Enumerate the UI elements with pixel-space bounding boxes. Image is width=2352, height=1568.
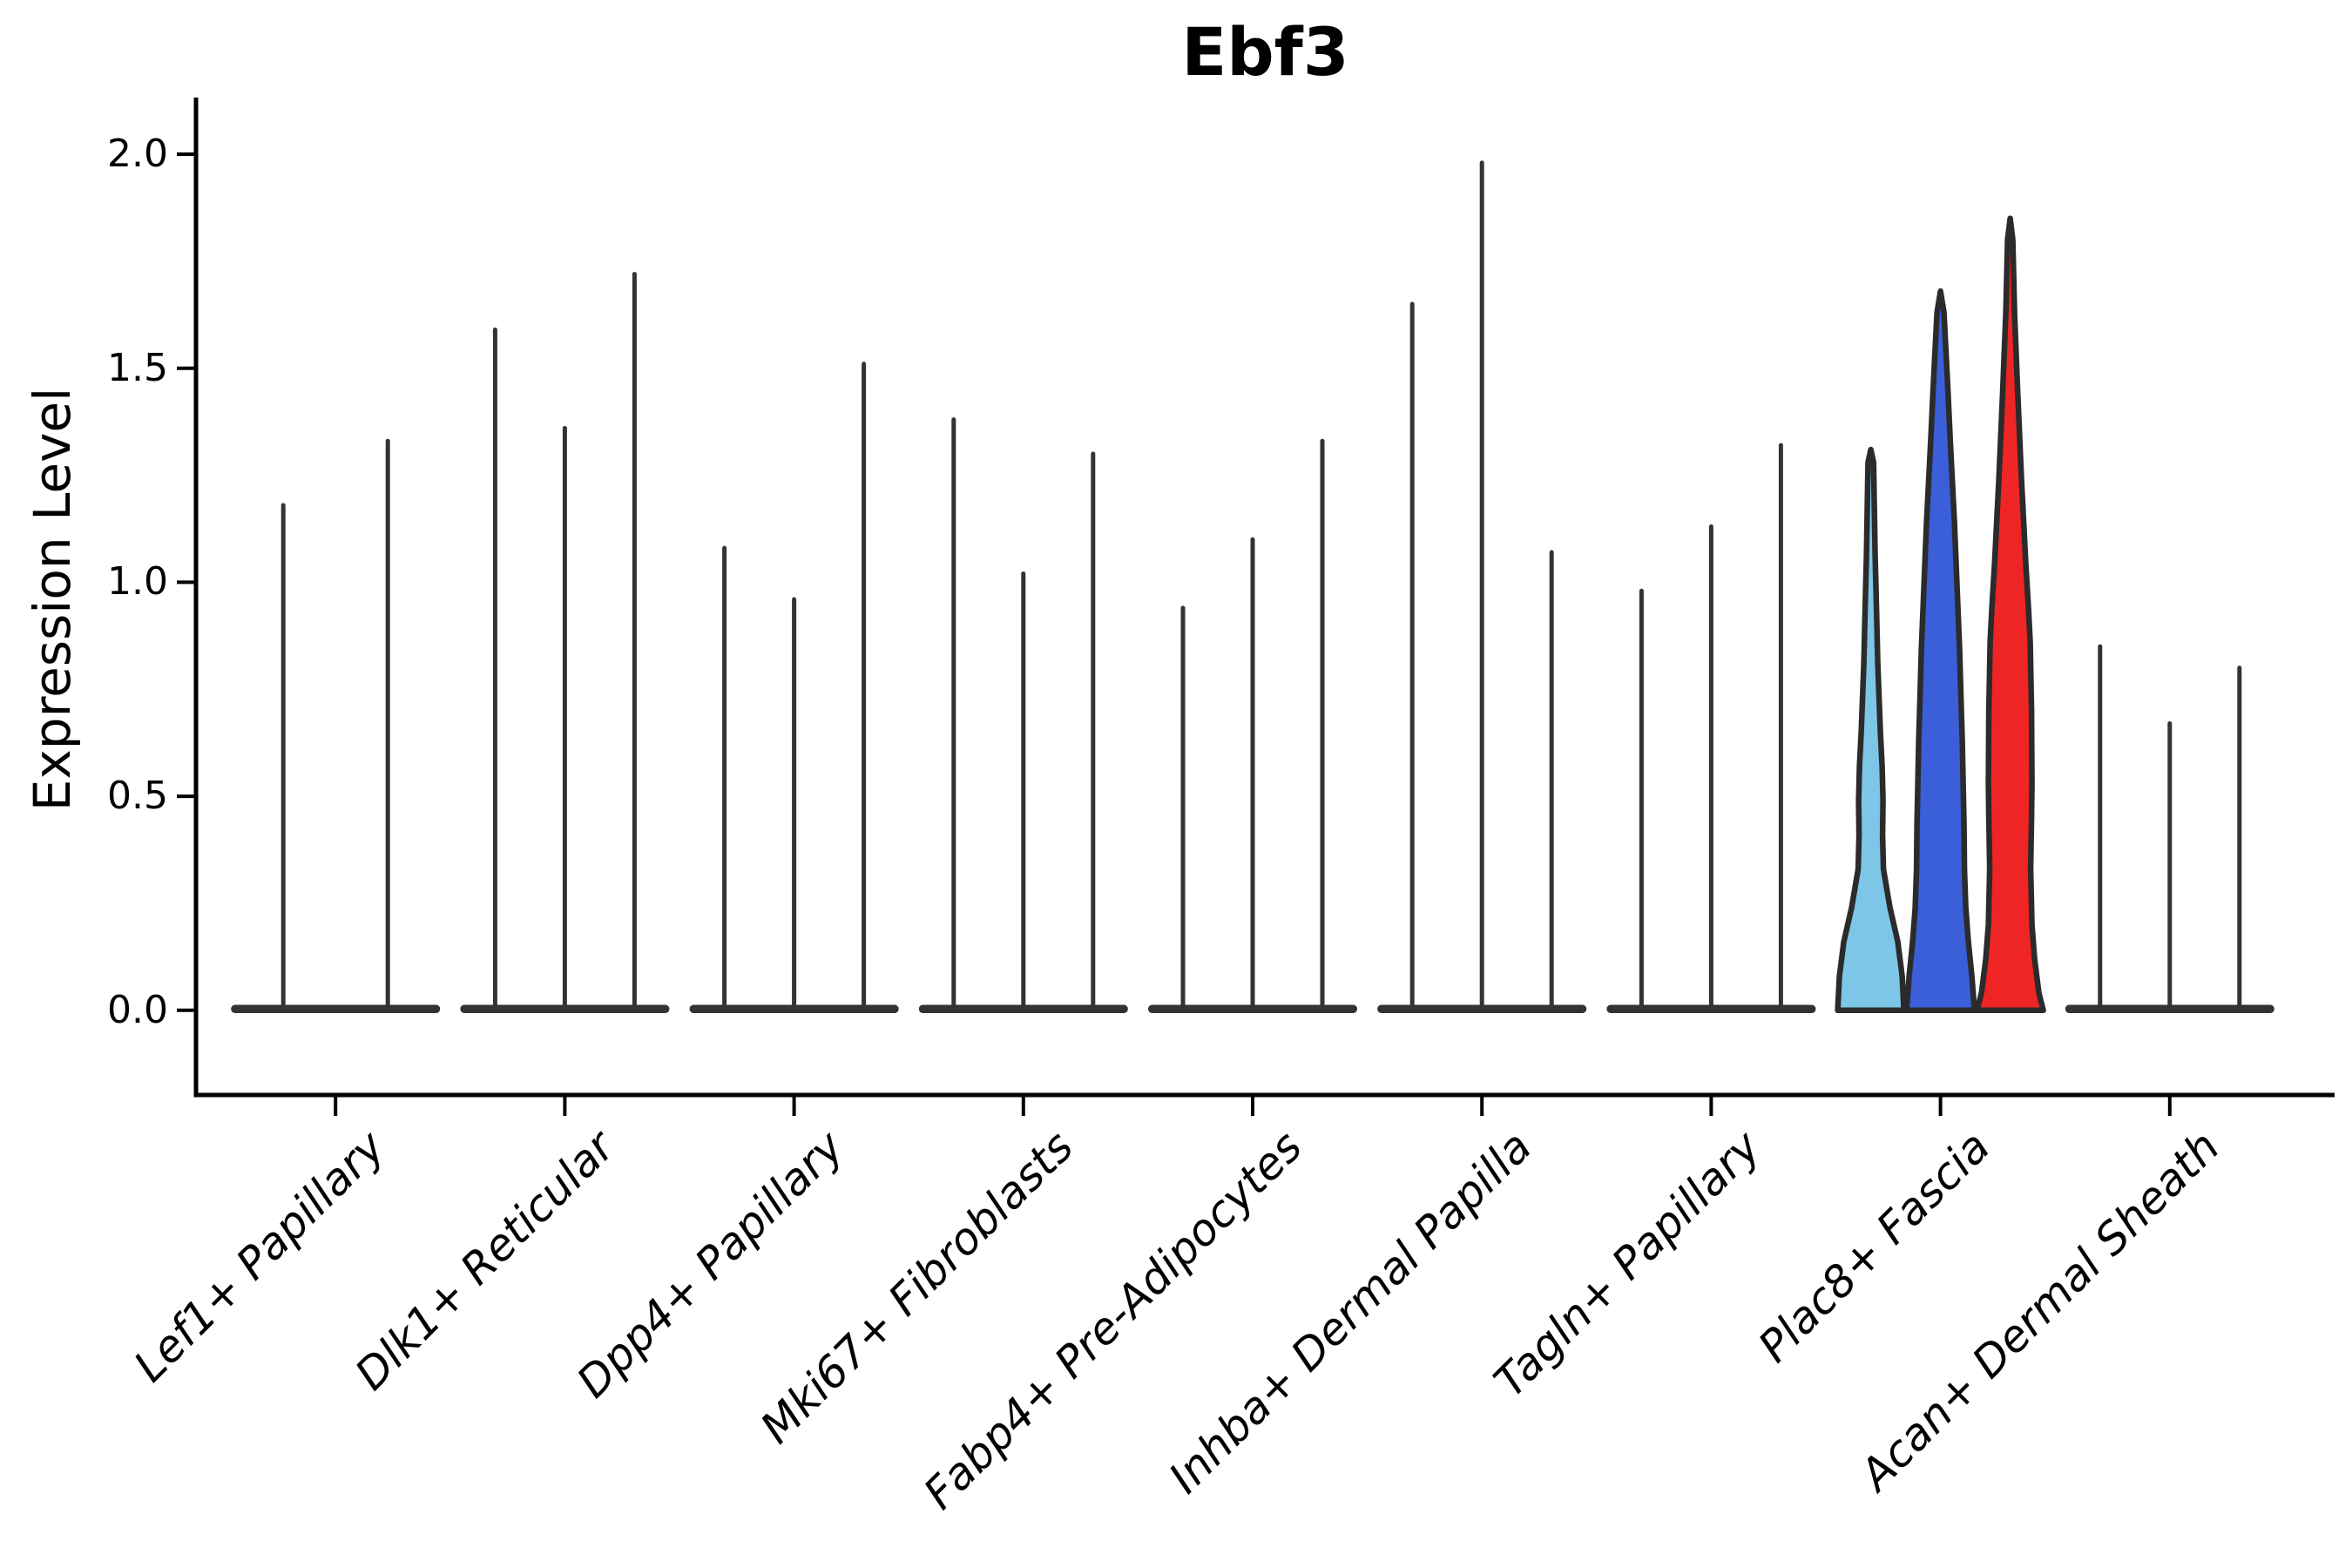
y-tick-label: 1.5 xyxy=(107,345,168,390)
chart-title: Ebf3 xyxy=(1181,13,1349,91)
y-tick-label: 1.0 xyxy=(107,559,168,605)
y-tick-label: 2.0 xyxy=(107,132,168,176)
violin-colored xyxy=(1903,287,1977,1014)
violin-colored xyxy=(1835,446,1907,1014)
y-axis-label: Expression Level xyxy=(23,387,82,812)
y-tick-label: 0.5 xyxy=(107,774,168,819)
violin-colored xyxy=(1974,215,2046,1014)
y-tick-label: 0.0 xyxy=(107,987,168,1032)
violin-base-strip xyxy=(231,1004,441,1013)
